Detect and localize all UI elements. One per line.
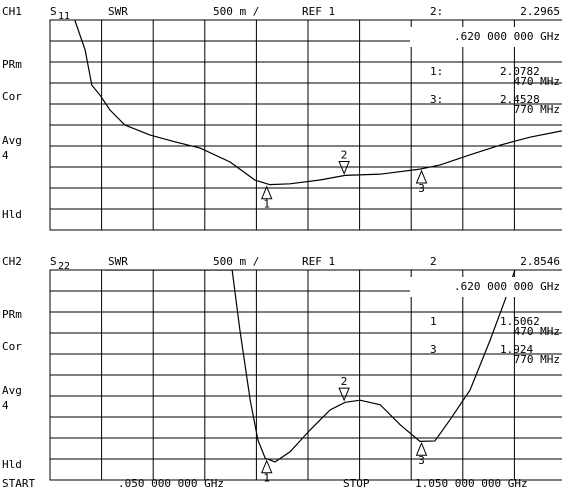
plot-frame <box>49 269 562 481</box>
start-freq: .050 000 000 GHz <box>118 477 224 490</box>
marker-readout-id: 2 <box>430 255 437 268</box>
marker-readout-id: 1 <box>430 315 437 328</box>
marker-readout-value: 2.0782 <box>500 65 540 78</box>
marker-readout-id: 2: <box>430 5 443 18</box>
marker <box>260 459 273 474</box>
status-label: Avg <box>2 134 22 147</box>
marker-readout-value: 1.924 <box>500 343 533 356</box>
scale: 500 m / <box>213 5 259 18</box>
marker <box>415 441 428 456</box>
status-label: 4 <box>2 149 9 162</box>
marker-freq: .620 000 000 GHz <box>454 280 560 293</box>
reference: REF 1 <box>302 255 335 268</box>
readout-box <box>410 277 562 297</box>
marker-label: 2 <box>341 375 348 388</box>
marker-freq: 470 MHz <box>514 75 560 88</box>
readout-box <box>410 27 562 47</box>
status-label: PRm <box>2 58 22 71</box>
marker-readout-value: 2.2965 <box>520 5 560 18</box>
marker-readout-value: 2.4528 <box>500 93 540 106</box>
marker-freq: 770 MHz <box>514 353 560 366</box>
marker <box>415 169 428 184</box>
parameter: S <box>50 5 57 18</box>
channel: CH1 <box>2 5 22 18</box>
marker-freq: 770 MHz <box>514 103 560 116</box>
status-label: Cor <box>2 340 22 353</box>
status-label: PRm <box>2 308 22 321</box>
marker-freq: .620 000 000 GHz <box>454 30 560 43</box>
scale: 500 m / <box>213 255 259 268</box>
format: SWR <box>108 5 128 18</box>
stop-freq: 1.050 000 000 GHz <box>415 477 528 490</box>
marker-readout-id: 1: <box>430 65 443 78</box>
parameter-sub: 22 <box>58 261 70 272</box>
start-label: START <box>2 477 35 490</box>
format: SWR <box>108 255 128 268</box>
plot-frame <box>49 19 562 231</box>
marker-label: 1 <box>263 472 270 485</box>
marker-freq: 470 MHz <box>514 325 560 338</box>
reference: REF 1 <box>302 5 335 18</box>
status-label: Cor <box>2 90 22 103</box>
parameter-sub: 11 <box>58 11 70 22</box>
marker-readout-value: 1.5062 <box>500 315 540 328</box>
status-label: 4 <box>2 399 9 412</box>
marker-label: 1 <box>263 198 270 211</box>
status-label: Hld <box>2 208 22 221</box>
marker-readout-id: 3 <box>430 343 437 356</box>
status-label: Avg <box>2 384 22 397</box>
marker-readout-id: 3: <box>430 93 443 106</box>
status-label: Hld <box>2 458 22 471</box>
marker <box>260 185 273 200</box>
trace <box>105 270 516 463</box>
marker <box>338 387 350 402</box>
trace <box>74 20 562 186</box>
marker-label: 3 <box>418 182 425 195</box>
stop-label: STOP <box>343 477 370 490</box>
marker <box>338 161 350 175</box>
channel: CH2 <box>2 255 22 268</box>
marker-label: 2 <box>341 149 348 162</box>
parameter: S <box>50 255 57 268</box>
marker-readout-value: 2.8546 <box>520 255 560 268</box>
marker-label: 3 <box>418 454 425 467</box>
